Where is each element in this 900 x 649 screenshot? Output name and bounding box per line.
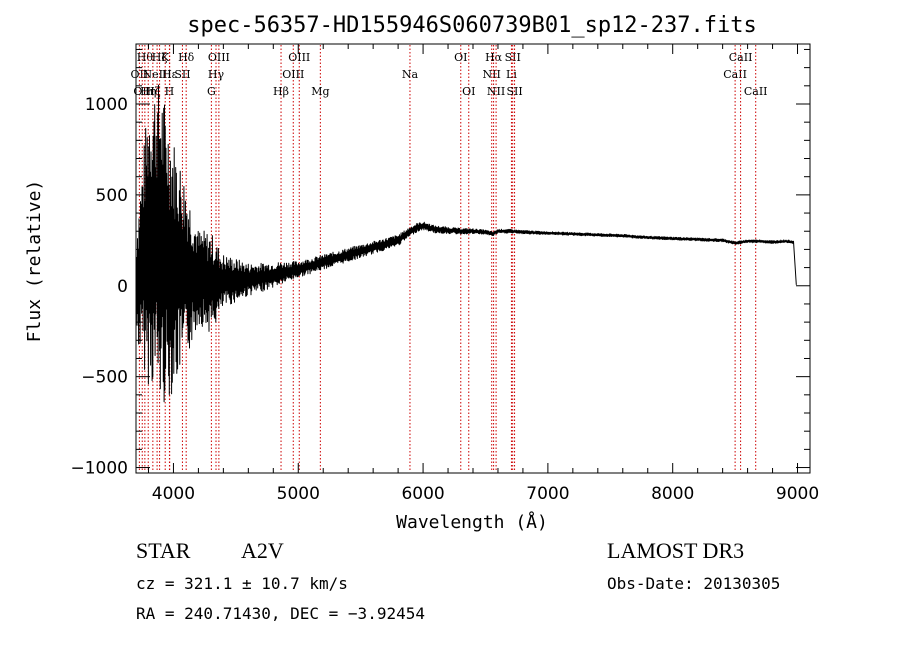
chart-title: spec-56357-HD155946S060739B01_sp12-237.f…: [187, 13, 757, 38]
line-marker-label: NII: [487, 85, 505, 98]
line-marker-label: Hδ: [178, 51, 195, 64]
y-tick-label: −500: [81, 368, 128, 388]
line-marker-label: CaII: [723, 68, 747, 81]
y-axis: −1000 −500 0 500 1000: [70, 48, 810, 479]
y-tick-label: −1000: [70, 459, 128, 479]
line-marker-label: Hα: [485, 51, 503, 64]
line-marker-label: CaII: [744, 85, 768, 98]
spectrum-line: [135, 84, 797, 403]
x-tick-label: 6000: [401, 484, 444, 504]
x-tick-label: 8000: [651, 484, 694, 504]
x-axis: 4000 5000 6000 7000 8000 9000: [147, 44, 819, 504]
line-marker-label: OI: [462, 85, 475, 98]
survey-name: LAMOST DR3: [607, 538, 745, 563]
x-tick-label: 9000: [776, 484, 819, 504]
x-tick-label: 7000: [526, 484, 569, 504]
spectrum-series: [135, 84, 797, 403]
coordinates: RA = 240.71430, DEC = −3.92454: [136, 604, 425, 623]
line-marker-label: OIII: [208, 51, 230, 64]
line-marker-label: Hη: [140, 85, 156, 98]
line-marker-label: Li: [506, 68, 517, 81]
y-tick-label: 0: [117, 277, 128, 297]
y-tick-label: 500: [96, 186, 128, 206]
line-marker-label: Mg: [311, 85, 329, 98]
line-marker-label: OII: [133, 85, 151, 98]
x-tick-label: 5000: [277, 484, 320, 504]
line-marker-label: K: [161, 51, 170, 64]
line-marker-label: Hε: [162, 68, 178, 81]
y-axis-label: Flux (relative): [24, 180, 45, 343]
line-marker-label: Hβ: [273, 85, 289, 98]
observation-date: Obs-Date: 20130305: [607, 574, 781, 593]
line-marker-label: SII: [174, 68, 190, 81]
line-marker-label: Hζ: [152, 51, 168, 64]
line-marker-label: Na: [402, 68, 419, 81]
spectral-subclass: A2V: [241, 538, 284, 563]
line-marker-label: Hθ: [137, 51, 154, 64]
line-marker-label: OII: [131, 68, 149, 81]
line-marker-label: NeIII: [143, 68, 172, 81]
line-marker-label: OI: [454, 51, 467, 64]
line-marker-label: SII: [506, 85, 522, 98]
line-markers: OIIOIIHθHηHζNeIIIHζKHHεSIIHδGHγOIIIHβOII…: [131, 45, 768, 472]
x-tick-label: 4000: [152, 484, 195, 504]
object-class: STAR: [136, 538, 191, 563]
y-tick-label: 1000: [85, 95, 128, 115]
line-marker-label: CaII: [729, 51, 753, 64]
line-marker-label: G: [207, 85, 216, 98]
line-marker-label: OIII: [282, 68, 304, 81]
x-axis-label: Wavelength (Å): [396, 511, 548, 533]
line-marker-label: Hγ: [208, 68, 225, 81]
plot-frame: [135, 43, 811, 474]
redshift-value: cz = 321.1 ± 10.7 km/s: [136, 574, 348, 593]
line-marker-label: SII: [505, 51, 521, 64]
line-marker-label: OIII: [288, 51, 310, 64]
line-marker-label: NII: [483, 68, 501, 81]
